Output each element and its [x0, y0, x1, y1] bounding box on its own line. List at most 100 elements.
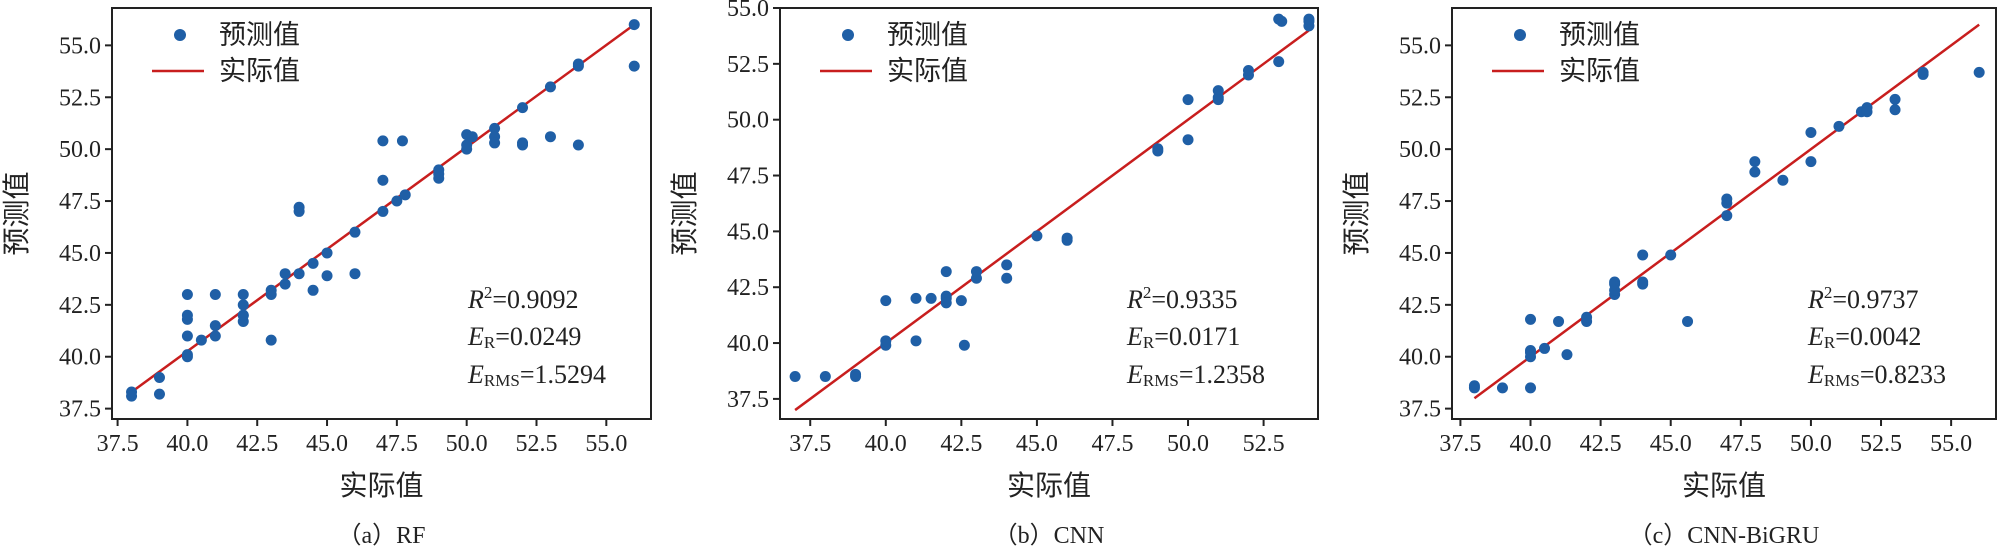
- data-point: [1539, 342, 1551, 354]
- x-tick-label: 50.0: [1167, 431, 1209, 457]
- data-point: [377, 205, 389, 217]
- y-tick-label: 40.0: [727, 331, 769, 357]
- plot-frame: [1451, 7, 1997, 420]
- actual-value-line: [794, 29, 1310, 412]
- chart-panel-cnn: 37.5 40.0 42.5 45.0 47.5 50.0 52.5 37.5 40.0 42.5…: [669, 0, 1340, 553]
- data-point: [1182, 94, 1194, 106]
- x-tick-label: 52.5: [1860, 431, 1902, 457]
- data-point: [321, 247, 333, 259]
- x-tick-label: 42.5: [236, 431, 278, 457]
- data-point: [461, 139, 473, 151]
- y-tick-label: 45.0: [1399, 241, 1441, 267]
- y-tick-label: 52.5: [59, 85, 101, 111]
- data-point: [940, 297, 952, 309]
- y-tick-label: 42.5: [1399, 293, 1441, 319]
- chart-panel-cnn-bigru: 37.5 40.0 42.5 45.0 47.5 50.0 52.5 55.0 37.5 40.0…: [1340, 0, 2008, 553]
- data-point: [1777, 174, 1789, 186]
- data-point: [279, 268, 291, 280]
- data-point: [1001, 259, 1013, 271]
- data-point: [307, 257, 319, 269]
- x-axis-title: 实际值: [339, 470, 423, 502]
- data-point: [321, 270, 333, 282]
- data-point: [377, 174, 389, 186]
- data-point: [1805, 156, 1817, 168]
- data-point: [1496, 382, 1508, 394]
- legend-label-actual: 实际值: [219, 56, 300, 86]
- y-tick-label: 47.5: [727, 164, 769, 190]
- data-point: [1805, 127, 1817, 139]
- chart-caption: （b）CNN: [994, 523, 1105, 549]
- x-tick-label: 37.5: [1439, 431, 1481, 457]
- x-tick-label: 55.0: [585, 431, 627, 457]
- data-point: [1889, 104, 1901, 116]
- data-point: [1212, 94, 1224, 106]
- legend-label-predicted: 预测值: [887, 20, 968, 50]
- y-tick-label: 50.0: [727, 108, 769, 134]
- legend-label-predicted: 预测值: [1559, 20, 1640, 50]
- data-point: [1212, 85, 1224, 97]
- y-axis-title: 预测值: [669, 171, 701, 255]
- data-point: [880, 335, 892, 347]
- data-point: [209, 320, 221, 332]
- x-tick-label: 55.0: [1930, 431, 1972, 457]
- data-point: [307, 284, 319, 296]
- data-point: [1242, 65, 1254, 77]
- plot-frame: [779, 7, 1319, 420]
- x-tick-label: 47.5: [376, 431, 418, 457]
- data-point: [1637, 249, 1649, 261]
- y-tick-label: 40.0: [1399, 345, 1441, 371]
- stat-r2: R2=0.9092: [467, 283, 579, 314]
- data-point: [126, 390, 138, 402]
- data-point: [1303, 13, 1315, 25]
- data-point: [237, 309, 249, 321]
- stat-er: ER=0.0171: [1126, 322, 1240, 352]
- data-point: [293, 268, 305, 280]
- data-point: [489, 137, 501, 149]
- chart-caption: （a）RF: [337, 523, 425, 549]
- y-tick-label: 45.0: [59, 241, 101, 267]
- data-point: [181, 330, 193, 342]
- data-point: [544, 81, 556, 93]
- y-axis-title: 预测值: [1341, 171, 1373, 255]
- y-axis-title: 预测值: [1, 171, 33, 255]
- data-point: [1001, 272, 1013, 284]
- x-tick-label: 42.5: [1580, 431, 1622, 457]
- x-axis-title: 实际值: [1007, 470, 1091, 502]
- data-point: [850, 368, 862, 380]
- x-tick-label: 40.0: [1510, 431, 1552, 457]
- data-point: [1749, 156, 1761, 168]
- legend-label-actual: 实际值: [887, 56, 968, 86]
- x-tick-label: 37.5: [97, 431, 139, 457]
- x-tick-label: 45.0: [306, 431, 348, 457]
- data-point: [237, 299, 249, 311]
- data-point: [1182, 134, 1194, 146]
- legend-label-predicted: 预测值: [219, 20, 300, 50]
- data-point: [1917, 66, 1929, 78]
- data-point: [1682, 315, 1694, 327]
- data-point: [1561, 349, 1573, 361]
- data-point: [1609, 276, 1621, 288]
- data-point: [279, 278, 291, 290]
- data-point: [517, 102, 529, 114]
- x-axis-title: 实际值: [1682, 470, 1766, 502]
- data-point: [265, 284, 277, 296]
- data-point: [433, 168, 445, 180]
- x-tick-label: 42.5: [940, 431, 982, 457]
- data-point: [1609, 284, 1621, 296]
- chart-panel-rf: 37.5 40.0 42.5 45.0 47.5 50.0 52.5 55.0 37.5 40.0…: [0, 0, 670, 553]
- data-point: [572, 58, 584, 70]
- x-tick-label: 50.0: [1790, 431, 1832, 457]
- data-point: [1468, 380, 1480, 392]
- x-tick-label: 40.0: [865, 431, 907, 457]
- x-tick-label: 52.5: [515, 431, 557, 457]
- y-tick-label: 55.0: [1399, 33, 1441, 59]
- data-point: [544, 131, 556, 143]
- data-point: [293, 201, 305, 213]
- data-point: [396, 135, 408, 147]
- stat-erms: ERMS=0.8233: [1807, 360, 1946, 390]
- data-point: [1525, 347, 1537, 359]
- data-point: [195, 334, 207, 346]
- data-point: [391, 195, 403, 207]
- x-tick-label: 45.0: [1016, 431, 1058, 457]
- data-point: [1276, 15, 1288, 27]
